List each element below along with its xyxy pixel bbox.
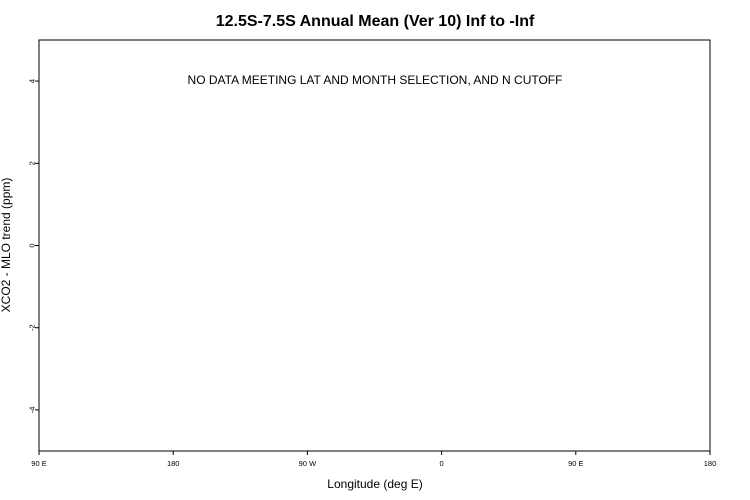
- chart-title: 12.5S-7.5S Annual Mean (Ver 10) Inf to -…: [216, 13, 535, 30]
- x-tick-label: 0: [440, 459, 444, 468]
- x-tick-label: 90 W: [299, 459, 317, 468]
- y-axis-label: XCO2 - MLO trend (ppm): [0, 178, 13, 313]
- x-tick-label: 180: [704, 459, 717, 468]
- y-axis: 4 2 0 -2 -4: [28, 79, 39, 414]
- x-tick-label: 90 E: [568, 459, 583, 468]
- plot-frame: [38, 39, 711, 452]
- y-tick-label: 4: [28, 79, 37, 83]
- x-tick-label: 180: [167, 459, 180, 468]
- y-tick-label: 0: [28, 243, 37, 247]
- y-tick-label: 2: [28, 161, 37, 165]
- x-axis: 90 E 180 90 W 0 90 E 180: [31, 451, 716, 468]
- x-tick-label: 90 E: [31, 459, 46, 468]
- y-tick-label: -2: [28, 324, 37, 331]
- y-tick-label: -4: [28, 407, 37, 414]
- x-axis-label: Longitude (deg E): [327, 477, 422, 491]
- annotation-text: NO DATA MEETING LAT AND MONTH SELECTION,…: [188, 73, 563, 87]
